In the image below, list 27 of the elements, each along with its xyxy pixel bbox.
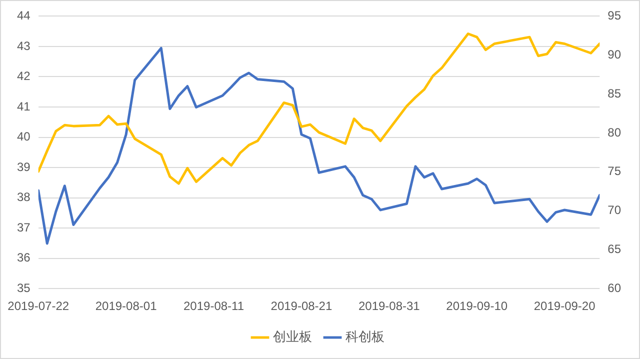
y-tick-label: 44 [16, 8, 31, 23]
y2-tick-label: 60 [608, 280, 622, 295]
legend-label: 科创板 [346, 329, 384, 344]
y2-tick-label: 70 [608, 203, 622, 218]
y-tick-label: 40 [16, 130, 31, 144]
y2-tick-label: 80 [608, 125, 622, 140]
y-tick-label: 35 [16, 280, 31, 295]
x-tick-label: 2019-07-22 [8, 299, 70, 314]
x-tick-label: 2019-08-11 [184, 299, 244, 314]
y-tick-label: 36 [16, 250, 31, 265]
x-tick-label: 2019-08-31 [358, 299, 420, 314]
y-tick-label: 38 [16, 190, 31, 204]
legend-label: 创业板 [273, 329, 312, 344]
y-tick-label: 39 [16, 160, 31, 174]
x-tick-label: 2019-09-20 [534, 299, 596, 314]
y2-tick-label: 75 [608, 164, 622, 178]
y2-tick-label: 90 [608, 47, 622, 62]
y-tick-label: 43 [16, 38, 31, 53]
y-tick-label: 42 [16, 69, 31, 84]
y2-tick-label: 85 [608, 86, 622, 100]
x-tick-label: 2019-09-10 [446, 299, 508, 314]
x-tick-label: 2019-08-01 [95, 299, 158, 314]
y-tick-label: 41 [16, 99, 31, 114]
y2-tick-label: 65 [608, 242, 622, 256]
x-tick-label: 2019-08-21 [270, 299, 332, 314]
y-tick-label: 37 [16, 220, 31, 234]
y2-tick-label: 95 [608, 8, 622, 23]
